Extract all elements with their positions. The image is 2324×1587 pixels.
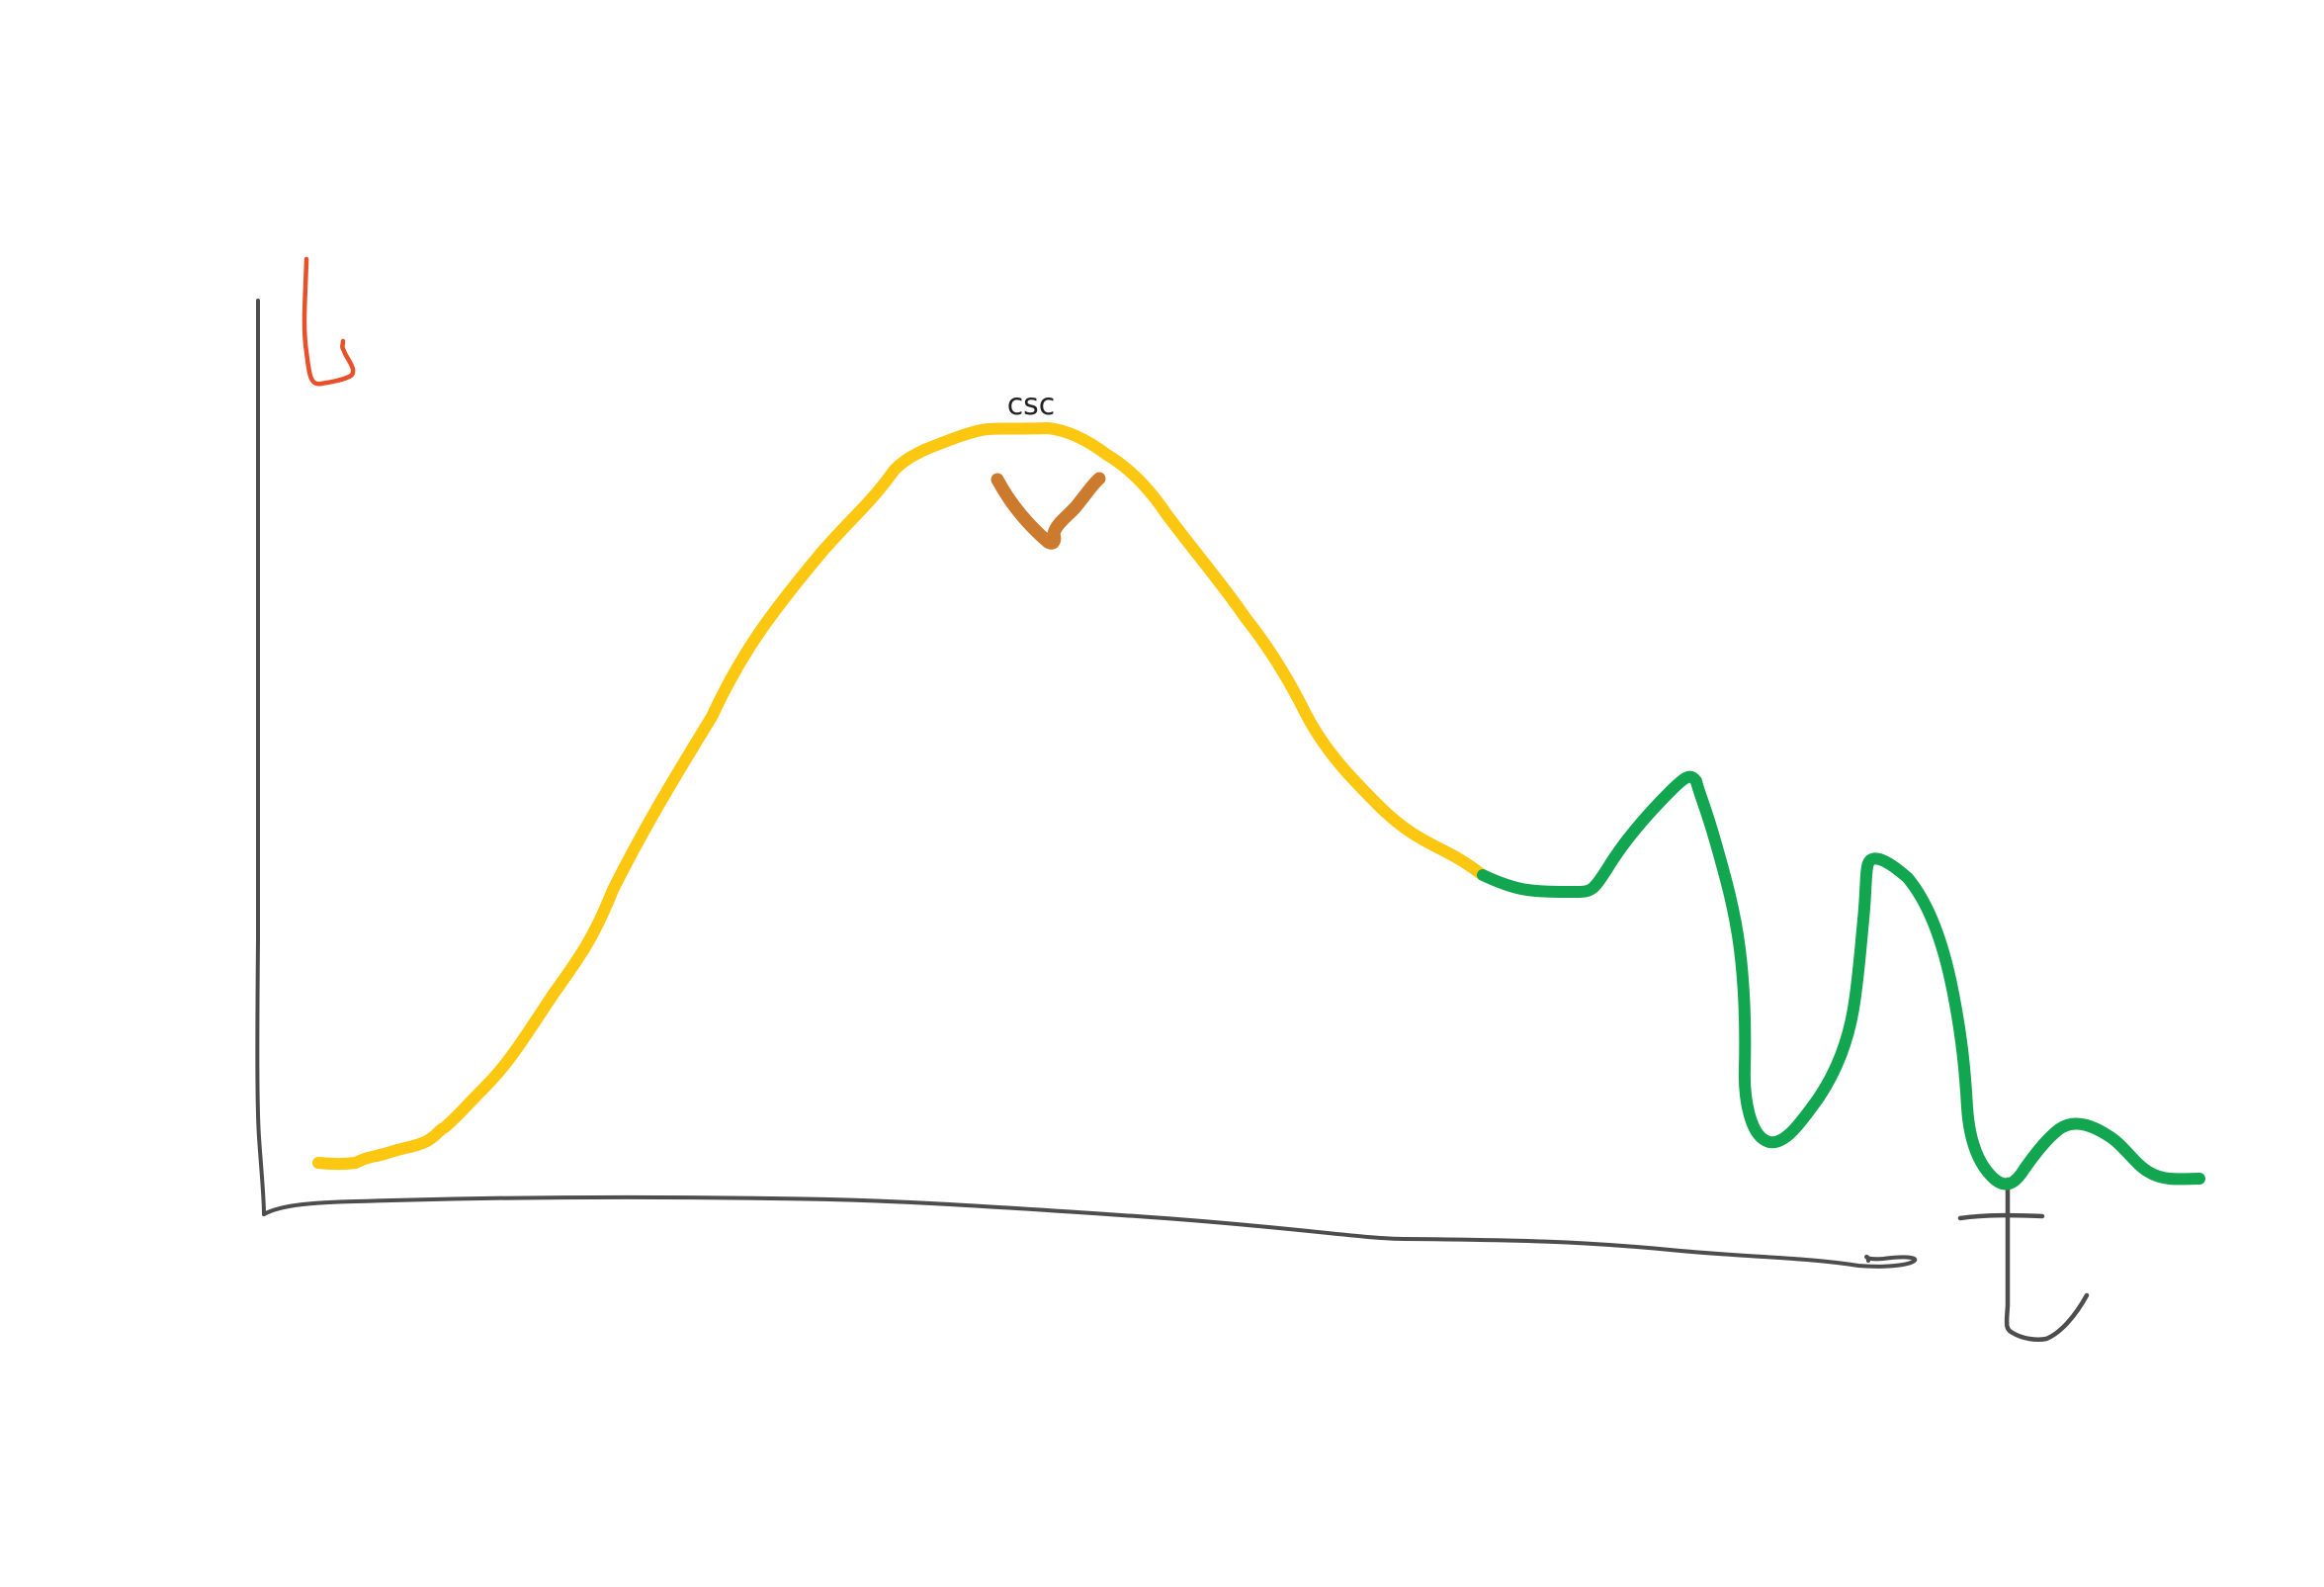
decline-curve [1477, 770, 2205, 1190]
y-axis [255, 299, 266, 1216]
x-axis-handwritten-label-crossbar [1957, 1212, 2045, 1221]
y-axis-handwritten-label [301, 256, 356, 387]
growth-curve [312, 422, 1489, 1171]
annotation-text: csc [1007, 388, 1056, 422]
x-axis [262, 1194, 1918, 1269]
x-axis-handwritten-label [2004, 1177, 2090, 1342]
peak-check-mark [990, 472, 1106, 550]
